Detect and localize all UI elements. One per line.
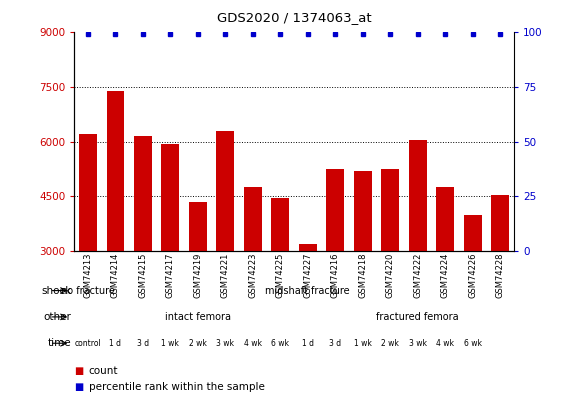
Text: shock: shock [41,286,71,296]
Text: ■: ■ [74,366,83,375]
Text: GDS2020 / 1374063_at: GDS2020 / 1374063_at [217,11,371,24]
Text: 1 wk: 1 wk [162,339,179,348]
Text: intact femora: intact femora [165,312,231,322]
Bar [216,131,234,360]
Text: 3 d: 3 d [137,339,149,348]
Text: midshaft fracture: midshaft fracture [266,286,350,296]
Bar [491,194,509,360]
Bar [134,136,152,360]
Text: 2 wk: 2 wk [381,339,399,348]
Bar [327,169,344,360]
Text: fractured femora: fractured femora [376,312,459,322]
Text: 1 d: 1 d [302,339,314,348]
Text: 6 wk: 6 wk [464,339,482,348]
Text: 4 wk: 4 wk [436,339,454,348]
Text: 4 wk: 4 wk [244,339,262,348]
Bar [79,134,97,360]
Text: 1 d: 1 d [110,339,122,348]
Text: no fracture: no fracture [61,286,115,296]
Text: ■: ■ [74,382,83,392]
Bar [299,244,317,360]
Bar [409,140,427,360]
Text: control: control [75,339,101,348]
Text: percentile rank within the sample: percentile rank within the sample [89,382,264,392]
Bar [162,144,179,360]
Text: 2 wk: 2 wk [189,339,207,348]
Bar [189,202,207,360]
Bar [271,198,289,360]
Text: 1 wk: 1 wk [354,339,372,348]
Text: count: count [89,366,118,375]
Text: time: time [48,338,71,348]
Text: 6 wk: 6 wk [271,339,289,348]
Bar [436,187,454,360]
Text: 3 wk: 3 wk [409,339,427,348]
Bar [107,91,124,360]
Text: 3 d: 3 d [329,339,341,348]
Text: 3 wk: 3 wk [216,339,234,348]
Text: other: other [43,312,71,322]
Bar [354,171,372,360]
Bar [464,215,481,360]
Bar [244,187,262,360]
Bar [381,169,399,360]
